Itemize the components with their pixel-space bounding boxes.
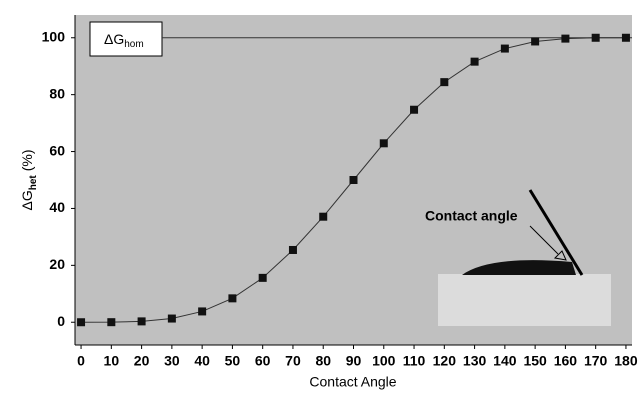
y-tick-label: 20 [49,256,65,272]
point [198,307,207,316]
point [410,105,419,114]
x-tick-label: 120 [433,353,457,369]
x-tick-label: 20 [134,353,150,369]
x-tick-label: 80 [315,353,331,369]
x-tick-label: 10 [104,353,120,369]
legend-box [89,21,163,57]
droplet [462,260,576,275]
pointer [529,225,559,255]
x-tick-label: 0 [77,353,85,369]
point [379,139,388,148]
y-tick-label: 80 [49,85,65,101]
y-axis-label: ΔGhet(%) [19,149,39,210]
x-tick-label: 50 [225,353,241,369]
point [621,33,630,42]
point [107,318,116,327]
point [349,176,358,184]
y-tick-label: 0 [57,313,65,329]
x-tick-label: 30 [164,353,180,369]
point [137,317,146,326]
x-tick-label: 130 [463,353,487,369]
point [288,245,297,254]
angle-marker [553,250,567,261]
y-tick-label: 100 [42,28,66,44]
point [531,37,540,46]
x-tick-label: 170 [584,353,608,369]
point [470,57,479,66]
reference-label: ΔGhom [104,31,144,50]
x-tick-label: 110 [403,353,426,369]
point [167,314,176,323]
point [258,273,267,282]
point [591,33,600,42]
point [440,78,449,87]
substrate [438,274,611,326]
point [228,294,237,303]
y-tick-label: 60 [49,142,65,158]
annotation: Contact angle [425,208,518,224]
x-axis-label: Contact Angle [309,374,396,390]
point [561,34,570,43]
x-tick-label: 70 [285,353,301,369]
x-tick-label: 90 [346,353,362,369]
x-tick-label: 150 [523,353,547,369]
x-tick-label: 160 [554,353,578,369]
x-tick-label: 140 [493,353,517,369]
point [500,44,509,53]
x-tick-label: 60 [255,353,271,369]
y-tick-label: 40 [49,199,65,215]
x-tick-label: 180 [614,353,638,369]
tangent-line [528,189,584,276]
point [77,318,86,327]
point [319,212,328,221]
x-tick-label: 100 [372,353,396,369]
x-tick-label: 40 [194,353,210,369]
